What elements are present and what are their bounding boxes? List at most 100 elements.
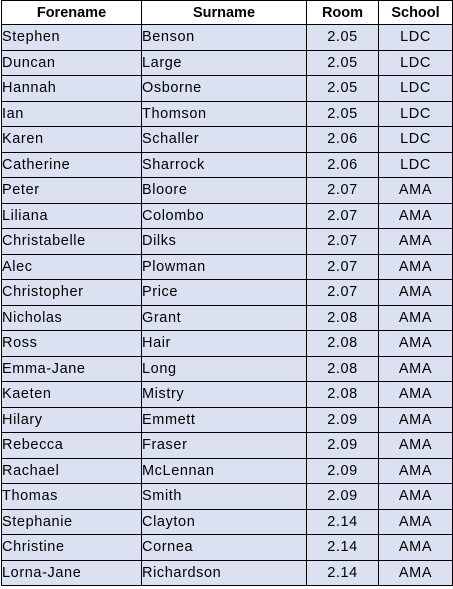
cell-school: AMA	[378, 228, 453, 255]
table-row: Liliana Colombo 2.07 AMA	[1, 202, 453, 229]
cell-school: AMA	[378, 253, 453, 280]
cell-surname: Osborne	[141, 75, 307, 102]
cell-forename: Christabelle	[1, 228, 142, 255]
cell-room: 2.09	[306, 457, 379, 484]
table-row: Christabelle Dilks 2.07 AMA	[1, 228, 453, 255]
cell-school: AMA	[378, 304, 453, 331]
cell-room: 2.14	[306, 534, 379, 561]
cell-school: LDC	[378, 24, 453, 51]
cell-room: 2.07	[306, 202, 379, 229]
cell-surname: Emmett	[141, 406, 307, 433]
cell-forename: Catherine	[1, 151, 142, 178]
cell-school: AMA	[378, 177, 453, 204]
table-row: Rebecca Fraser 2.09 AMA	[1, 432, 453, 459]
cell-room: 2.06	[306, 126, 379, 153]
cell-room: 2.06	[306, 151, 379, 178]
cell-school: AMA	[378, 202, 453, 229]
table-row: Alec Plowman 2.07 AMA	[1, 253, 453, 280]
cell-surname: Richardson	[141, 559, 307, 586]
header-room: Room	[306, 0, 379, 25]
cell-room: 2.09	[306, 406, 379, 433]
cell-room: 2.08	[306, 381, 379, 408]
header-surname: Surname	[141, 0, 307, 25]
cell-surname: Plowman	[141, 253, 307, 280]
cell-school: LDC	[378, 75, 453, 102]
cell-room: 2.07	[306, 279, 379, 306]
cell-surname: Thomson	[141, 100, 307, 127]
cell-room: 2.05	[306, 75, 379, 102]
cell-forename: Hilary	[1, 406, 142, 433]
cell-room: 2.05	[306, 24, 379, 51]
table-body: Stephen Benson 2.05 LDC Duncan Large 2.05 LDC Ha…	[1, 24, 453, 586]
cell-school: AMA	[378, 406, 453, 433]
cell-room: 2.07	[306, 177, 379, 204]
table-row: Emma-Jane Long 2.08 AMA	[1, 355, 453, 382]
cell-surname: Large	[141, 49, 307, 76]
table-row: Hannah Osborne 2.05 LDC	[1, 75, 453, 102]
cell-surname: Grant	[141, 304, 307, 331]
table-row: Duncan Large 2.05 LDC	[1, 49, 453, 76]
table-row: Ian Thomson 2.05 LDC	[1, 100, 453, 127]
table-row: Nicholas Grant 2.08 AMA	[1, 304, 453, 331]
cell-school: LDC	[378, 126, 453, 153]
table-row: Kaeten Mistry 2.08 AMA	[1, 381, 453, 408]
cell-forename: Ross	[1, 330, 142, 357]
cell-surname: Mistry	[141, 381, 307, 408]
header-school: School	[378, 0, 453, 25]
cell-forename: Stephen	[1, 24, 142, 51]
cell-surname: Dilks	[141, 228, 307, 255]
cell-room: 2.05	[306, 100, 379, 127]
table-row: Thomas Smith 2.09 AMA	[1, 483, 453, 510]
cell-room: 2.09	[306, 432, 379, 459]
cell-surname: Long	[141, 355, 307, 382]
cell-school: AMA	[378, 559, 453, 586]
cell-forename: Peter	[1, 177, 142, 204]
table-row: Stephanie Clayton 2.14 AMA	[1, 508, 453, 535]
cell-school: AMA	[378, 279, 453, 306]
cell-forename: Lorna-Jane	[1, 559, 142, 586]
cell-room: 2.07	[306, 228, 379, 255]
table-row: Christine Cornea 2.14 AMA	[1, 534, 453, 561]
cell-room: 2.14	[306, 508, 379, 535]
cell-surname: Price	[141, 279, 307, 306]
cell-school: AMA	[378, 457, 453, 484]
cell-surname: Sharrock	[141, 151, 307, 178]
cell-surname: Cornea	[141, 534, 307, 561]
cell-surname: Hair	[141, 330, 307, 357]
table-row: Rachael McLennan 2.09 AMA	[1, 457, 453, 484]
cell-surname: Schaller	[141, 126, 307, 153]
cell-school: AMA	[378, 432, 453, 459]
cell-forename: Alec	[1, 253, 142, 280]
cell-surname: Colombo	[141, 202, 307, 229]
cell-surname: McLennan	[141, 457, 307, 484]
cell-school: AMA	[378, 483, 453, 510]
cell-surname: Bloore	[141, 177, 307, 204]
cell-room: 2.08	[306, 355, 379, 382]
cell-forename: Christopher	[1, 279, 142, 306]
table-row: Christopher Price 2.07 AMA	[1, 279, 453, 306]
cell-forename: Rebecca	[1, 432, 142, 459]
cell-forename: Kaeten	[1, 381, 142, 408]
header-row: Forename Surname Room School	[1, 0, 453, 25]
cell-school: AMA	[378, 355, 453, 382]
cell-surname: Fraser	[141, 432, 307, 459]
table-row: Karen Schaller 2.06 LDC	[1, 126, 453, 153]
cell-school: LDC	[378, 49, 453, 76]
cell-school: AMA	[378, 508, 453, 535]
cell-forename: Ian	[1, 100, 142, 127]
table-row: Stephen Benson 2.05 LDC	[1, 24, 453, 51]
header-forename: Forename	[1, 0, 142, 25]
cell-room: 2.05	[306, 49, 379, 76]
cell-school: AMA	[378, 381, 453, 408]
cell-surname: Clayton	[141, 508, 307, 535]
cell-room: 2.09	[306, 483, 379, 510]
cell-forename: Liliana	[1, 202, 142, 229]
cell-surname: Benson	[141, 24, 307, 51]
cell-school: LDC	[378, 100, 453, 127]
cell-forename: Duncan	[1, 49, 142, 76]
cell-room: 2.08	[306, 304, 379, 331]
table-row: Catherine Sharrock 2.06 LDC	[1, 151, 453, 178]
cell-forename: Emma-Jane	[1, 355, 142, 382]
cell-forename: Hannah	[1, 75, 142, 102]
